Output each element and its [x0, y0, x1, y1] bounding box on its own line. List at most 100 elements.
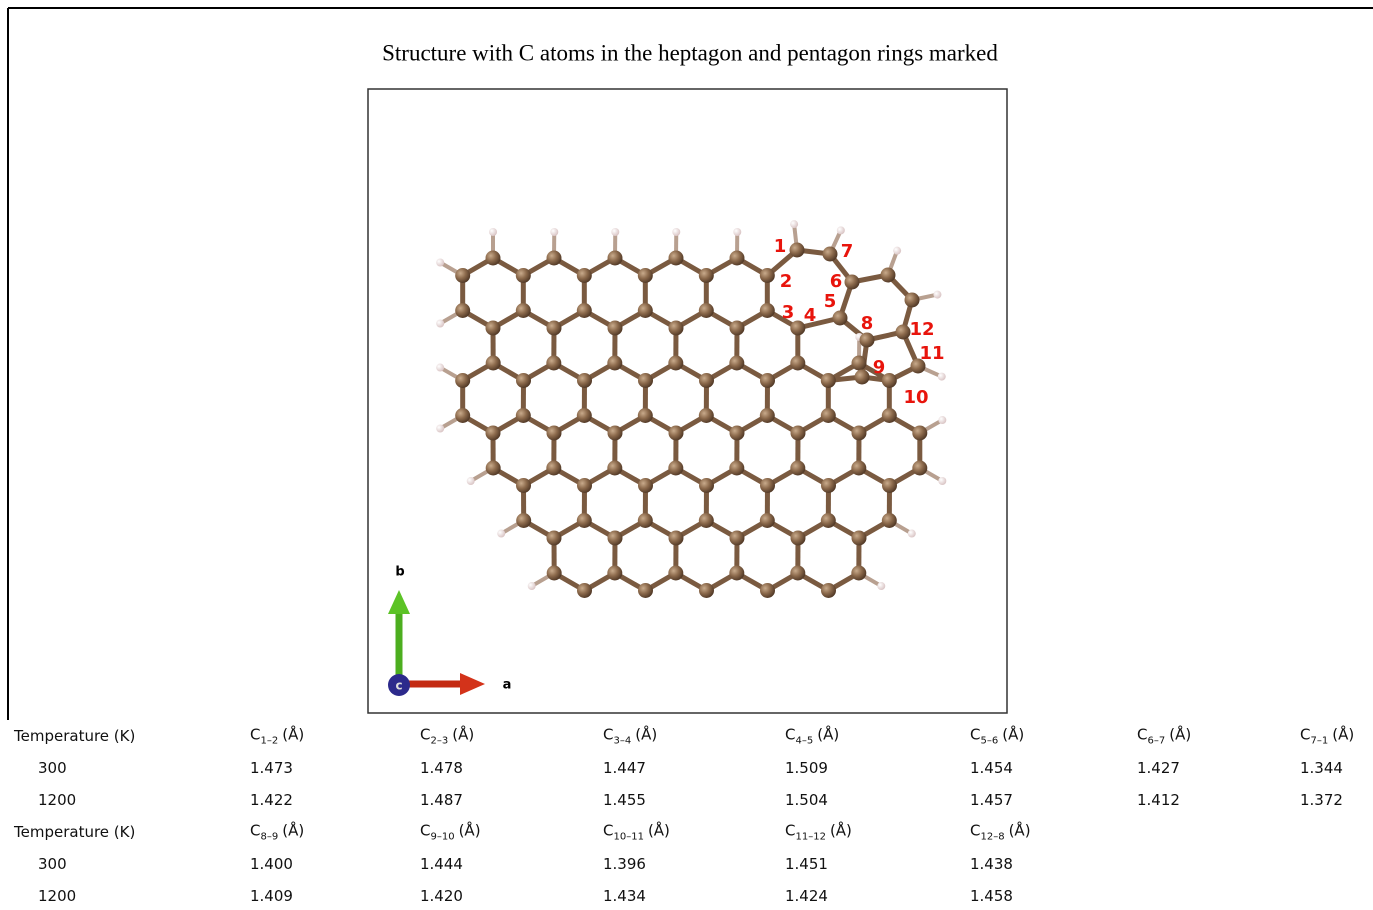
- carbon-atom: [547, 321, 562, 336]
- carbon-atom: [455, 303, 470, 318]
- header-part: (Å): [830, 822, 852, 840]
- carbon-atom: [851, 461, 866, 476]
- atom-label: 4: [804, 305, 817, 326]
- atom-label: 9: [873, 357, 886, 378]
- carbon-atom: [730, 531, 745, 546]
- table-cell: 1.424: [785, 887, 828, 905]
- hydrogen-atom: [893, 247, 901, 255]
- carbon-atom: [730, 251, 745, 266]
- header-part: 9–10: [430, 832, 454, 843]
- carbon-atom: [730, 321, 745, 336]
- carbon-atom: [790, 461, 805, 476]
- carbon-atom: [516, 408, 531, 423]
- header-part: 10–11: [613, 832, 643, 843]
- table-cell: 1.409: [250, 887, 293, 905]
- hydrogen-atom: [467, 477, 475, 485]
- carbon-atom: [638, 583, 653, 598]
- hydrogen-atom: [489, 228, 497, 236]
- page: Structure with C atoms in the heptagon a…: [0, 0, 1373, 910]
- header-part: C: [250, 726, 260, 744]
- header-part: C: [420, 822, 430, 840]
- table-cell: 1.438: [970, 855, 1013, 873]
- header-part: C: [1137, 726, 1147, 744]
- carbon-atom: [577, 513, 592, 528]
- carbon-atom: [699, 303, 714, 318]
- carbon-atom: [821, 408, 836, 423]
- header-part: C: [970, 822, 980, 840]
- carbon-atom: [760, 268, 775, 283]
- header-part: C: [785, 726, 795, 744]
- column-header: C12–8(Å): [970, 822, 1031, 843]
- carbon-atom: [547, 251, 562, 266]
- table-cell: 1.454: [970, 759, 1013, 777]
- carbon-atom: [821, 373, 836, 388]
- carbon-atom: [516, 478, 531, 493]
- carbon-atom: [607, 566, 622, 581]
- atom-label: 3: [782, 302, 795, 323]
- carbon-atom: [638, 373, 653, 388]
- column-header: C8–9(Å): [250, 822, 304, 843]
- table-cell: 1.344: [1300, 759, 1343, 777]
- carbon-atom: [912, 461, 927, 476]
- table-cell: 1.427: [1137, 759, 1180, 777]
- hydrogen-atom: [733, 228, 741, 236]
- carbon-atom: [833, 311, 848, 326]
- carbon-atom: [638, 268, 653, 283]
- carbon-atom: [821, 583, 836, 598]
- table-cell: 1.478: [420, 759, 463, 777]
- hydrogen-atom: [436, 364, 444, 372]
- carbon-atom: [730, 426, 745, 441]
- carbon-atom: [638, 408, 653, 423]
- header-part: C: [420, 726, 430, 744]
- carbon-atom: [729, 566, 744, 581]
- carbon-atom: [607, 461, 622, 476]
- column-header: C5–6(Å): [970, 726, 1024, 747]
- hydrogen-atom: [436, 425, 444, 433]
- atom-label: 8: [861, 313, 874, 334]
- header-part: (Å): [282, 726, 304, 744]
- a-label: a: [503, 678, 512, 693]
- column-header: C6–7(Å): [1137, 726, 1191, 747]
- carbon-atom: [760, 513, 775, 528]
- carbon-atom: [852, 426, 867, 441]
- carbon-atom: [699, 408, 714, 423]
- carbon-atom: [699, 478, 714, 493]
- header-part: (Å): [1332, 726, 1354, 744]
- header-part: C: [603, 822, 613, 840]
- atom-label: 10: [903, 387, 928, 408]
- table-cell: 1200: [38, 887, 76, 905]
- carbon-atom: [455, 408, 470, 423]
- hydrogen-atom: [933, 291, 941, 299]
- figure-title: Structure with C atoms in the heptagon a…: [382, 40, 998, 65]
- table-cell: 1.455: [603, 791, 646, 809]
- table-cell: 1.458: [970, 887, 1013, 905]
- table-cell: 1.434: [603, 887, 646, 905]
- carbon-atom: [699, 373, 714, 388]
- hydrogen-atom: [938, 477, 946, 485]
- carbon-atom: [855, 370, 870, 385]
- carbon-atom: [760, 583, 775, 598]
- header-part: C: [785, 822, 795, 840]
- atom-label: 5: [824, 291, 837, 312]
- header-part: C: [250, 822, 260, 840]
- carbon-atom: [486, 356, 501, 371]
- hydrogen-atom: [497, 530, 505, 538]
- atom-label: 2: [780, 271, 793, 292]
- carbon-atom: [823, 247, 838, 262]
- carbon-atom: [669, 531, 684, 546]
- header-part: (Å): [1009, 822, 1031, 840]
- hydrogen-atom: [436, 320, 444, 328]
- carbon-atom: [912, 426, 927, 441]
- carbon-atom: [668, 356, 683, 371]
- table-cell: 1.447: [603, 759, 646, 777]
- carbon-atom: [882, 478, 897, 493]
- table-cell: 1.420: [420, 887, 463, 905]
- carbon-atom: [669, 251, 684, 266]
- header-part: C: [603, 726, 613, 744]
- carbon-atom: [699, 583, 714, 598]
- carbon-atom: [760, 408, 775, 423]
- hydrogen-atom: [908, 530, 916, 538]
- carbon-atom: [547, 531, 562, 546]
- atom-label: 7: [841, 241, 854, 262]
- header-part: 3–4: [613, 736, 631, 747]
